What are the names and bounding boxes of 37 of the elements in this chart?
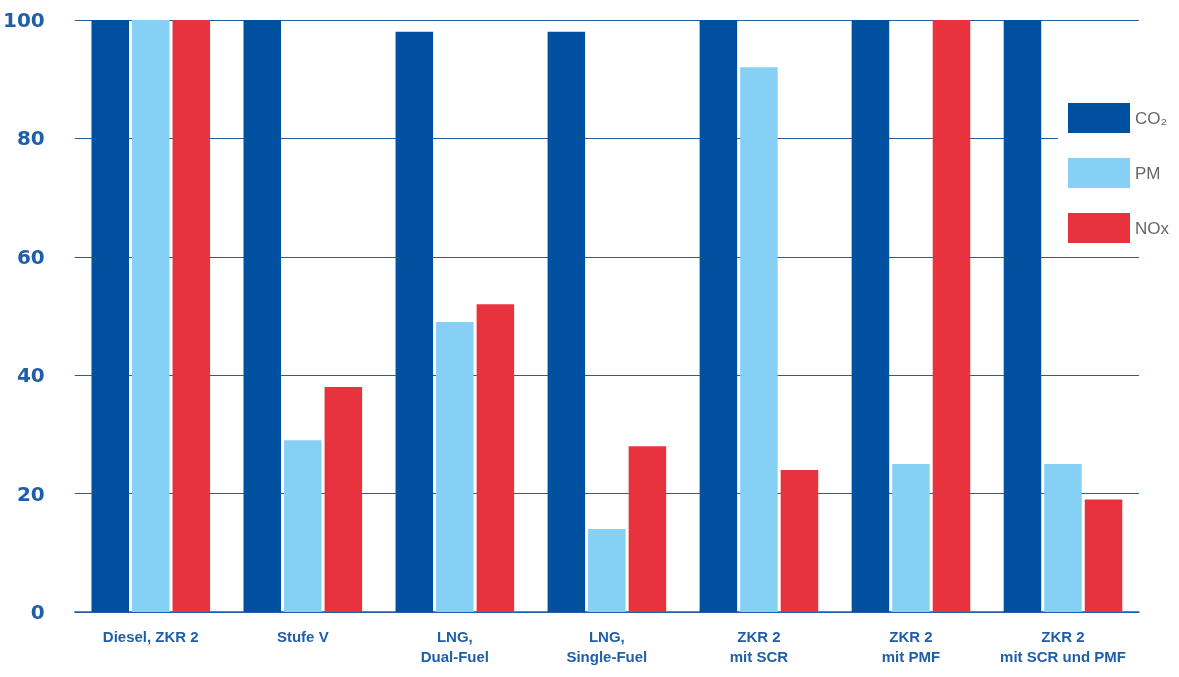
x-tick-label: ZKR 2 mit PMF (881, 627, 941, 665)
bar (851, 20, 890, 612)
bar (172, 20, 211, 612)
legend-label: CO₂ (1135, 108, 1168, 128)
y-tick-label: 40 (16, 363, 45, 388)
x-tick-label: Diesel, ZKR 2 (102, 627, 199, 645)
bar (243, 20, 282, 612)
bar (91, 20, 129, 612)
x-tick-label: LNG, Single-Fuel (566, 627, 648, 665)
x-tick-label: Stufe V (276, 627, 329, 645)
bar (740, 67, 778, 612)
bar (476, 304, 515, 612)
bar (1003, 20, 1042, 612)
bar (628, 446, 667, 612)
bar (284, 440, 322, 612)
y-tick-label: 80 (16, 126, 45, 151)
bar (324, 387, 363, 612)
bar (395, 31, 434, 612)
bar (699, 20, 738, 612)
bar (932, 20, 971, 612)
y-tick-label: 0 (30, 600, 45, 624)
bar (547, 31, 586, 612)
bar (780, 469, 819, 612)
bar (132, 20, 170, 612)
y-tick-label: 100 (3, 8, 45, 32)
bar (1044, 464, 1082, 612)
bar (1084, 499, 1123, 612)
bar (892, 464, 930, 612)
legend-label: PM (1135, 163, 1161, 183)
y-tick-label: 20 (16, 481, 45, 506)
y-tick-label: 60 (16, 244, 45, 269)
x-tick-label: LNG, Dual-Fuel (420, 627, 490, 665)
legend-label: NOx (1135, 218, 1170, 238)
x-tick-label: ZKR 2 mit SCR (729, 627, 789, 665)
x-tick-label: ZKR 2 mit SCR und PMF (1000, 627, 1126, 665)
bar (588, 529, 626, 612)
bar (436, 321, 474, 612)
